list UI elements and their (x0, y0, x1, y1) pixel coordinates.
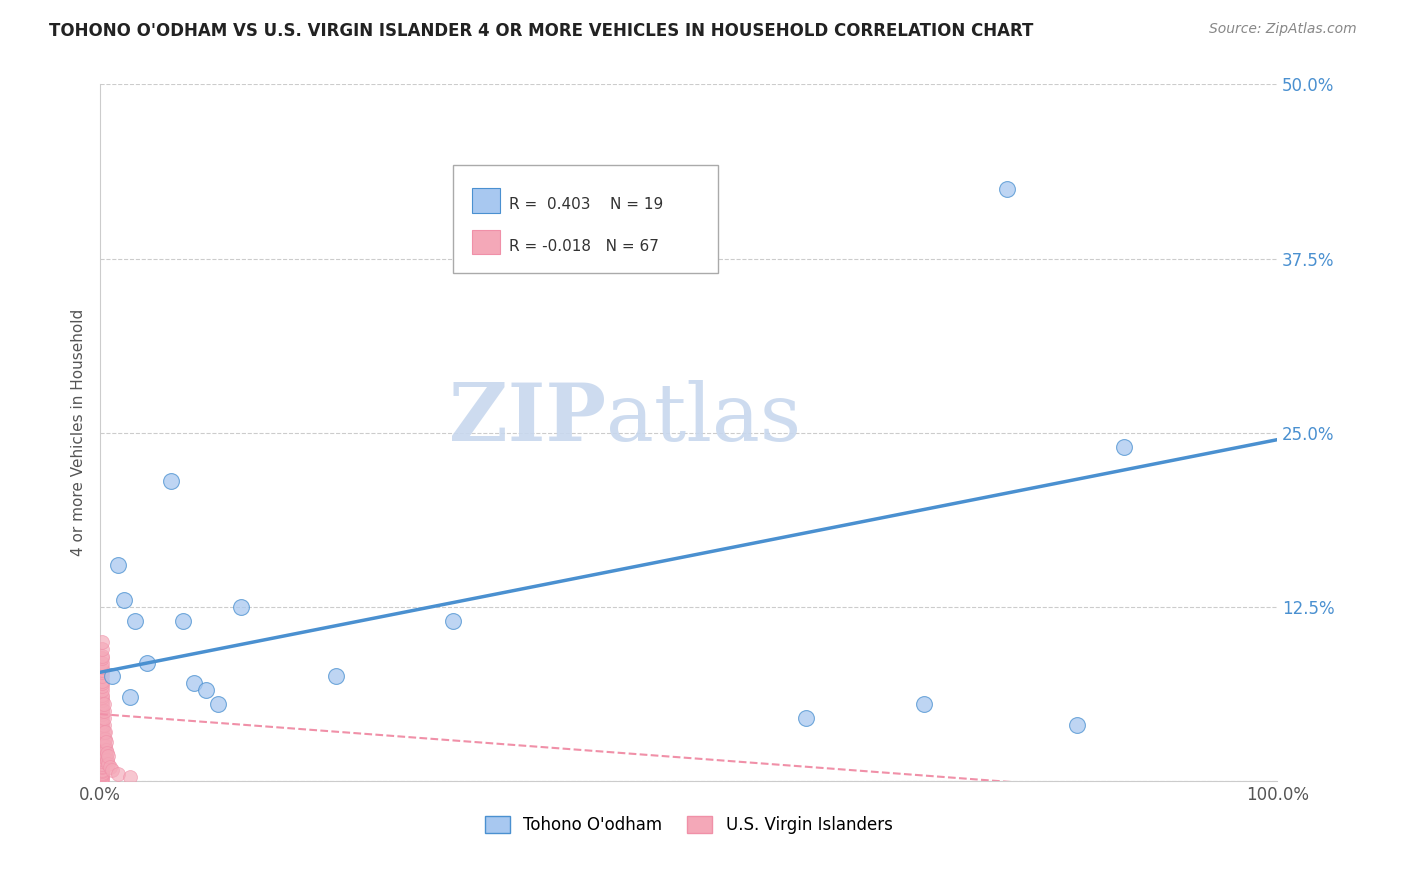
Point (91, 755, 114, 769)
Point (91, 758, 114, 772)
Point (91, 715, 114, 730)
Point (912, 698, 935, 712)
Point (91, 641, 114, 656)
Point (91, 690, 114, 705)
Text: atlas: atlas (606, 380, 801, 458)
Point (91, 757, 114, 772)
Point (91, 693, 114, 707)
Point (107, 558, 129, 572)
Point (91, 718, 114, 732)
Point (91, 673, 114, 688)
Point (91, 648, 114, 663)
Point (97, 757, 120, 772)
Point (93, 711, 115, 725)
Point (94, 748, 117, 763)
Point (97, 748, 120, 763)
Point (91, 698, 114, 712)
Point (107, 767, 129, 781)
Point (91, 765, 114, 780)
Legend: Tohono O'odham, U.S. Virgin Islanders: Tohono O'odham, U.S. Virgin Islanders (477, 807, 901, 842)
Point (91, 736, 114, 750)
Point (94, 735, 117, 749)
Point (91, 760, 114, 774)
Point (91, 739, 114, 753)
Point (91, 764, 114, 779)
FancyBboxPatch shape (453, 164, 718, 272)
Point (172, 614, 194, 628)
Point (118, 690, 141, 705)
Point (995, 182, 1018, 196)
Point (93, 698, 115, 712)
Point (101, 763, 124, 777)
Point (231, 599, 253, 614)
Point (91, 676, 114, 690)
Text: Source: ZipAtlas.com: Source: ZipAtlas.com (1209, 22, 1357, 37)
Point (1114, 440, 1136, 454)
Point (91, 770, 114, 784)
Point (91, 663, 114, 677)
Point (91, 743, 114, 757)
Point (93, 718, 115, 732)
Point (91, 711, 114, 725)
Point (441, 614, 464, 628)
Point (91, 752, 114, 766)
Point (94, 743, 117, 757)
Text: TOHONO O'ODHAM VS U.S. VIRGIN ISLANDER 4 OR MORE VEHICLES IN HOUSEHOLD CORRELATI: TOHONO O'ODHAM VS U.S. VIRGIN ISLANDER 4… (49, 22, 1033, 40)
Point (93, 732, 115, 747)
Point (183, 676, 205, 690)
Point (91, 707, 114, 722)
Point (91, 679, 114, 693)
Point (91, 665, 114, 680)
Text: R = -0.018   N = 67: R = -0.018 N = 67 (509, 238, 658, 253)
Point (91, 768, 114, 782)
Point (91, 688, 114, 702)
Point (91, 732, 114, 747)
Point (118, 770, 141, 784)
Y-axis label: 4 or more Vehicles in Household: 4 or more Vehicles in Household (72, 310, 86, 557)
Point (112, 593, 135, 607)
Point (136, 656, 159, 670)
Point (91, 763, 114, 777)
Point (96, 753, 118, 767)
Point (98, 760, 121, 774)
Point (94, 732, 117, 747)
Point (91, 634, 114, 648)
Point (91, 730, 114, 744)
Point (91, 651, 114, 665)
Text: ZIP: ZIP (450, 380, 606, 458)
Point (325, 669, 347, 683)
Point (94, 725, 117, 739)
Point (796, 711, 818, 725)
Text: R =  0.403    N = 19: R = 0.403 N = 19 (509, 197, 662, 211)
Point (94, 739, 117, 753)
Point (91, 748, 114, 763)
Point (93, 739, 115, 753)
Point (94, 746, 117, 760)
Point (91, 683, 114, 698)
Point (91, 659, 114, 673)
Point (91, 725, 114, 739)
Point (91, 669, 114, 683)
Point (91, 704, 114, 718)
Point (91, 771, 114, 785)
Point (195, 683, 218, 698)
Point (93, 725, 115, 739)
FancyBboxPatch shape (472, 188, 501, 212)
Point (159, 475, 181, 489)
Point (91, 721, 114, 735)
Point (91, 746, 114, 760)
Point (124, 614, 146, 628)
Point (91, 656, 114, 670)
Point (101, 669, 124, 683)
Point (96, 746, 118, 760)
Point (93, 704, 115, 718)
Point (1066, 718, 1088, 732)
Point (91, 774, 114, 789)
Point (91, 767, 114, 781)
FancyBboxPatch shape (472, 230, 501, 254)
Point (207, 698, 229, 712)
Point (91, 701, 114, 715)
